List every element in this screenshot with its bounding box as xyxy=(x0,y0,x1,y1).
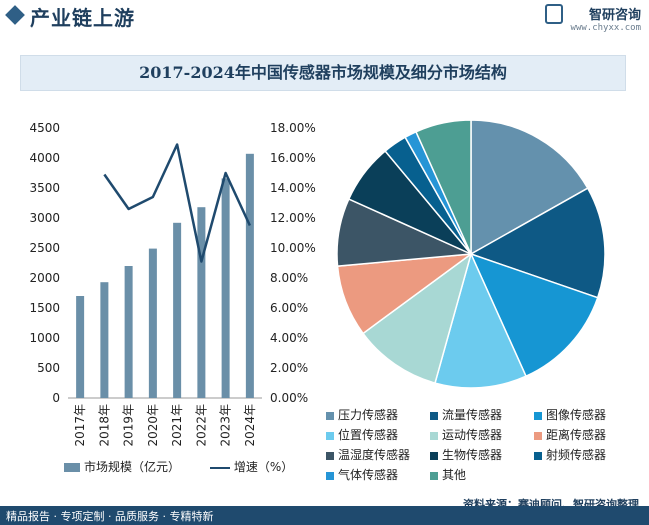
legend-label-growth: 增速（%） xyxy=(233,460,294,474)
pie-slice xyxy=(469,187,606,299)
pie-legend-label: 图像传感器 xyxy=(546,408,607,422)
bar-market-size xyxy=(100,282,109,398)
y-left-tick-label: 1000 xyxy=(29,331,60,345)
pie-legend-label: 其他 xyxy=(442,468,467,482)
y-right-tick-label: 0.00% xyxy=(270,391,308,405)
pie-legend-label: 射频传感器 xyxy=(546,448,607,462)
pie-legend-item: 温湿度传感器 xyxy=(326,446,410,463)
x-tick-label: 2019年 xyxy=(122,404,136,447)
bar-market-size xyxy=(173,222,182,398)
pie-legend-item: 距离传感器 xyxy=(534,426,606,443)
y-right-tick-label: 4.00% xyxy=(270,331,308,345)
x-tick-label: 2024年 xyxy=(243,404,257,447)
brand: 智研咨询 www.chyxx.com xyxy=(571,4,641,33)
line-growth-rate xyxy=(103,143,252,263)
pie-slice xyxy=(362,252,473,385)
pie-legend-label: 压力传感器 xyxy=(338,408,399,422)
bar-market-size xyxy=(76,296,85,398)
pie-legend-swatch xyxy=(430,431,438,440)
bar-market-size xyxy=(221,178,230,398)
y-right-tick-label: 12.00% xyxy=(270,211,316,225)
y-left-tick-label: 2500 xyxy=(29,241,60,255)
brand-name: 智研咨询 xyxy=(588,8,641,23)
y-right-tick-label: 8.00% xyxy=(270,271,308,285)
pie-legend-swatch xyxy=(326,411,334,420)
bottom-bar: 精品报告 · 专项定制 · 品质服务 · 专精特新 xyxy=(0,506,649,525)
x-tick-label: 2021年 xyxy=(170,404,184,447)
bar-market-size xyxy=(245,153,254,398)
x-tick-label: 2020年 xyxy=(146,404,160,447)
pie-legend-item: 气体传感器 xyxy=(326,466,398,483)
top-header: 产业链上游 智研咨询 www.chyxx.com xyxy=(0,0,649,44)
pie-legend-swatch xyxy=(534,431,542,440)
pie-legend-item: 射频传感器 xyxy=(534,446,606,463)
pie-legend-label: 位置传感器 xyxy=(338,428,399,442)
pie-legend-label: 温湿度传感器 xyxy=(338,448,411,462)
y-right-tick-label: 14.00% xyxy=(270,181,316,195)
x-tick-label: 2017年 xyxy=(73,404,87,447)
pie-legend-swatch xyxy=(326,431,334,440)
chart-title-box: 2017-2024年中国传感器市场规模及细分市场结构 xyxy=(20,55,626,91)
y-right-tick-label: 2.00% xyxy=(270,361,308,375)
pie-legend-item: 压力传感器 xyxy=(326,406,398,423)
bar-market-size xyxy=(124,266,133,398)
y-left-tick-label: 3000 xyxy=(29,211,60,225)
y-right-tick-label: 16.00% xyxy=(270,151,316,165)
legend-swatch-bar xyxy=(64,463,80,472)
pie-legend-swatch xyxy=(430,411,438,420)
x-tick-label: 2018年 xyxy=(97,404,111,447)
pie-legend-item: 位置传感器 xyxy=(326,426,398,443)
y-left-tick-label: 4000 xyxy=(29,151,60,165)
footer-tagline: 精品报告 · 专项定制 · 品质服务 · 专精特新 xyxy=(6,510,214,523)
legend-label-market-size: 市场规模（亿元） xyxy=(84,460,181,474)
pie-slice xyxy=(434,251,527,389)
pie-legend-swatch xyxy=(534,451,542,460)
y-left-tick-label: 500 xyxy=(37,361,60,375)
section-title: 产业链上游 xyxy=(30,6,135,30)
pie-legend-label: 流量传感器 xyxy=(442,408,503,422)
pie-legend-swatch xyxy=(430,451,438,460)
bar-market-size xyxy=(197,207,206,398)
pie-legend-item: 运动传感器 xyxy=(430,426,502,443)
legend-item-market-size: 市场规模（亿元） xyxy=(64,458,180,475)
y-left-tick-label: 1500 xyxy=(29,301,60,315)
brand-logo-icon xyxy=(545,4,563,24)
chart-title: 2017-2024年中国传感器市场规模及细分市场结构 xyxy=(139,63,507,82)
y-left-tick-label: 3500 xyxy=(29,181,60,195)
y-right-tick-label: 18.00% xyxy=(270,121,316,135)
pie-legend-label: 生物传感器 xyxy=(442,448,503,462)
x-tick-label: 2023年 xyxy=(219,404,233,447)
pie-slice xyxy=(469,252,599,378)
pie-slice xyxy=(415,119,472,255)
bar-market-size xyxy=(148,248,157,398)
pie-legend-item: 图像传感器 xyxy=(534,406,606,423)
pie-legend-item: 流量传感器 xyxy=(430,406,502,423)
pie-legend-label: 运动传感器 xyxy=(442,428,503,442)
legend-swatch-line xyxy=(209,466,230,469)
pie-slice xyxy=(470,119,589,256)
x-tick-label: 2022年 xyxy=(194,404,208,447)
pie-legend-label: 距离传感器 xyxy=(546,428,607,442)
y-left-tick-label: 2000 xyxy=(29,271,60,285)
pie-legend-swatch xyxy=(534,411,542,420)
y-right-tick-label: 6.00% xyxy=(270,301,308,315)
pie-legend-swatch xyxy=(326,471,334,480)
pie-legend-swatch xyxy=(430,471,438,480)
pie-legend-label: 气体传感器 xyxy=(338,468,399,482)
y-left-tick-label: 4500 xyxy=(29,121,60,135)
pie-legend-item: 生物传感器 xyxy=(430,446,502,463)
legend-item-growth: 增速（%） xyxy=(209,458,294,475)
y-right-tick-label: 10.00% xyxy=(270,241,316,255)
bar-chart-legend: 市场规模（亿元） 增速（%） xyxy=(64,458,319,475)
y-left-tick-label: 0 xyxy=(52,391,60,405)
pie-legend-swatch xyxy=(326,451,334,460)
pie-legend-item: 其他 xyxy=(430,466,466,483)
brand-url: www.chyxx.com xyxy=(570,23,641,33)
